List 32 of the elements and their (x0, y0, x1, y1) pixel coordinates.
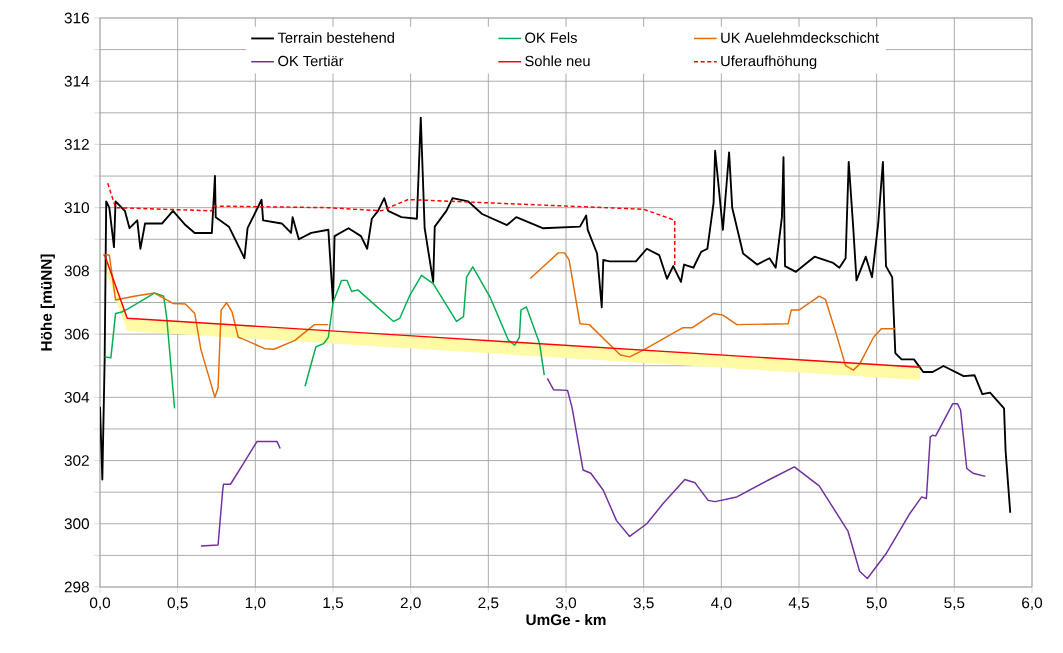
x-tick-label: 5,5 (944, 597, 965, 610)
legend-label: Uferaufhöhung (721, 55, 817, 70)
y-tick-label: 300 (64, 518, 89, 530)
y-tick-label: 312 (64, 139, 89, 150)
x-tick-label: 1,5 (323, 597, 344, 610)
x-tick-label: 3,5 (633, 597, 654, 611)
y-tick-label: 308 (64, 265, 89, 277)
x-tick-label: 4,0 (711, 597, 732, 611)
y-tick-label: 306 (64, 328, 89, 340)
y-tick-label: 314 (64, 75, 90, 87)
y-tick-label: 302 (64, 455, 89, 466)
x-tick-label: 0,5 (167, 597, 188, 611)
y-axis-title: Höhe [müNN] (40, 254, 55, 351)
x-tick-label: 2,0 (400, 597, 421, 611)
x-tick-label: 3,0 (555, 597, 577, 611)
legend-label: OK Fels (525, 32, 577, 43)
y-tick-label: 298 (64, 581, 89, 593)
legend-label: Sohle neu (525, 55, 590, 67)
x-tick-label: 5,0 (866, 597, 887, 611)
x-tick-label: 2,5 (478, 597, 499, 611)
x-tick-label: 1,0 (245, 597, 266, 611)
x-tick-label: 6,0 (1022, 597, 1043, 611)
x-axis-title: UmGe - km (526, 613, 606, 626)
y-tick-label: 310 (64, 202, 89, 214)
line-series (100, 116, 1012, 514)
y-tick-label: 316 (64, 12, 89, 24)
y-tick-label: 304 (64, 391, 90, 403)
legend-label: OK Tertiär (278, 55, 344, 67)
x-tick-label: 4,5 (788, 597, 810, 610)
legend-label: UK Auelehmdeckschicht (721, 32, 879, 43)
x-tick-label: 0,0 (89, 597, 111, 611)
legend-label: Terrain bestehend (277, 32, 394, 43)
